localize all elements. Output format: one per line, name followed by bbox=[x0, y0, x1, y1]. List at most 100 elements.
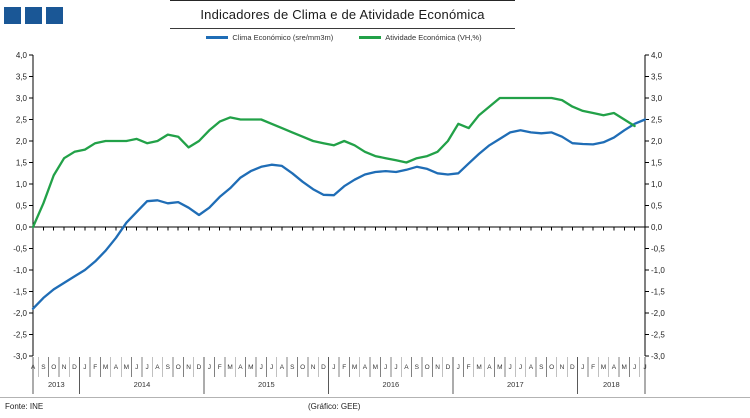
y-tick-label-left: -2,5 bbox=[13, 331, 27, 340]
source-label: Fonte: INE bbox=[5, 402, 44, 411]
chart-title: Indicadores de Clima e de Atividade Econ… bbox=[200, 7, 485, 22]
month-label: J bbox=[270, 364, 273, 371]
legend-swatch-atividade bbox=[359, 35, 382, 39]
month-label: D bbox=[321, 364, 326, 371]
logo-square bbox=[4, 7, 21, 24]
y-tick-label-right: -1,5 bbox=[651, 288, 665, 297]
month-label: N bbox=[62, 364, 67, 371]
y-tick-label-left: 2,5 bbox=[16, 116, 28, 125]
month-label: J bbox=[145, 364, 148, 371]
y-tick-label-right: -2,0 bbox=[651, 309, 665, 318]
legend-swatch-clima bbox=[206, 35, 229, 39]
logo-square bbox=[25, 7, 42, 24]
month-label: S bbox=[41, 364, 46, 371]
month-label: N bbox=[311, 364, 316, 371]
month-label: S bbox=[290, 364, 295, 371]
y-tick-label-right: 1,0 bbox=[651, 180, 663, 189]
month-label: J bbox=[633, 364, 636, 371]
month-label: J bbox=[83, 364, 86, 371]
year-label: 2016 bbox=[383, 380, 400, 389]
month-label: A bbox=[280, 364, 285, 371]
month-label: O bbox=[176, 364, 181, 371]
month-label: M bbox=[227, 364, 232, 371]
month-label: A bbox=[155, 364, 160, 371]
y-tick-label-left: -3,0 bbox=[13, 352, 27, 361]
month-label: S bbox=[166, 364, 171, 371]
y-tick-label-left: 4,0 bbox=[16, 51, 28, 60]
y-tick-label-left: 2,0 bbox=[16, 137, 28, 146]
legend-item-clima: Clima Económico (sre/mm3m) bbox=[206, 33, 333, 42]
y-tick-label-left: -2,0 bbox=[13, 309, 27, 318]
legend: Clima Económico (sre/mm3m) Atividade Eco… bbox=[168, 30, 520, 44]
y-tick-label-right: 2,5 bbox=[651, 116, 663, 125]
year-label: 2014 bbox=[134, 380, 151, 389]
month-label: J bbox=[457, 364, 460, 371]
month-label: J bbox=[643, 364, 646, 371]
month-label: J bbox=[208, 364, 211, 371]
month-label: O bbox=[549, 364, 554, 371]
month-label: S bbox=[415, 364, 420, 371]
legend-label-clima: Clima Económico (sre/mm3m) bbox=[232, 32, 334, 42]
y-tick-label-left: -0,5 bbox=[13, 245, 27, 254]
month-label: J bbox=[260, 364, 263, 371]
month-label: M bbox=[248, 364, 253, 371]
month-label: M bbox=[601, 364, 606, 371]
y-tick-label-left: 1,5 bbox=[16, 159, 28, 168]
y-tick-label-right: 4,0 bbox=[651, 51, 663, 60]
logo-square bbox=[46, 7, 63, 24]
month-label: A bbox=[363, 364, 368, 371]
month-label: M bbox=[352, 364, 357, 371]
y-tick-label-right: -1,0 bbox=[651, 266, 665, 275]
month-label: J bbox=[509, 364, 512, 371]
month-label: N bbox=[435, 364, 440, 371]
month-label: M bbox=[622, 364, 627, 371]
y-tick-label-left: 0,0 bbox=[16, 223, 28, 232]
legend-item-atividade: Atividade Económica (VH,%) bbox=[359, 33, 482, 42]
month-label: J bbox=[332, 364, 335, 371]
month-label: J bbox=[394, 364, 397, 371]
month-label: A bbox=[612, 364, 617, 371]
y-tick-label-right: -0,5 bbox=[651, 245, 665, 254]
y-tick-label-left: 0,5 bbox=[16, 202, 28, 211]
month-label: M bbox=[497, 364, 502, 371]
year-label: 2017 bbox=[507, 380, 524, 389]
month-label: A bbox=[487, 364, 492, 371]
month-label: J bbox=[384, 364, 387, 371]
month-label: D bbox=[570, 364, 575, 371]
series-line-clima bbox=[31, 118, 647, 310]
y-tick-label-left: -1,0 bbox=[13, 266, 27, 275]
month-label: J bbox=[519, 364, 522, 371]
credit-label: (Gráfico: GEE) bbox=[308, 402, 361, 411]
month-label: D bbox=[446, 364, 451, 371]
month-label: O bbox=[425, 364, 430, 371]
month-label: M bbox=[124, 364, 129, 371]
y-tick-label-right: 3,5 bbox=[651, 73, 663, 82]
month-label: F bbox=[93, 364, 97, 371]
y-tick-label-right: 3,0 bbox=[651, 94, 663, 103]
y-tick-label-right: 0,0 bbox=[651, 223, 663, 232]
month-label: A bbox=[404, 364, 409, 371]
chart-title-box: Indicadores de Clima e de Atividade Econ… bbox=[170, 0, 515, 29]
month-label: N bbox=[186, 364, 191, 371]
month-label: F bbox=[218, 364, 222, 371]
footer-divider bbox=[0, 397, 750, 398]
month-label: D bbox=[72, 364, 77, 371]
year-label: 2018 bbox=[603, 380, 620, 389]
month-label: J bbox=[135, 364, 138, 371]
series-line-atividade bbox=[31, 96, 636, 229]
y-tick-label-left: 3,5 bbox=[16, 73, 28, 82]
y-tick-label-right: 0,5 bbox=[651, 202, 663, 211]
y-tick-label-left: 1,0 bbox=[16, 180, 28, 189]
month-label: J bbox=[581, 364, 584, 371]
month-label: F bbox=[467, 364, 471, 371]
month-label: M bbox=[373, 364, 378, 371]
y-tick-label-left: 3,0 bbox=[16, 94, 28, 103]
month-label: M bbox=[476, 364, 481, 371]
y-tick-label-right: -3,0 bbox=[651, 352, 665, 361]
month-label: O bbox=[51, 364, 56, 371]
month-label: D bbox=[197, 364, 202, 371]
month-label: F bbox=[342, 364, 346, 371]
y-tick-label-right: 2,0 bbox=[651, 137, 663, 146]
month-label: A bbox=[31, 364, 36, 371]
